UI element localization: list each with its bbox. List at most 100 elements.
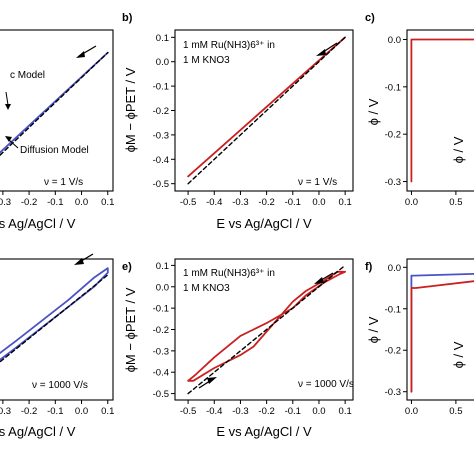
xtick-label-a-0: -0.3 [0,197,11,208]
xtick-label-e-1: -0.4 [206,406,222,417]
series-e-1 [187,264,346,395]
xtick-label-a-1: -0.2 [21,197,37,208]
ytick-label-e-5: -0.4 [153,368,169,379]
annotation-scan-rate-b: ν = 1 V/s [298,177,337,188]
annotation-diffusion-model: Diffusion Model [20,145,89,156]
panel-b-ylabel: ϕM − ϕPET / V [123,67,138,152]
scan-direction-arrowhead-d [74,258,84,265]
panel-letter-e: e) [122,261,132,273]
ytick-label-b-4: -0.3 [153,130,169,141]
xtick-label-e-3: -0.2 [258,406,274,417]
panel-c-secondary-label: ϕ / V [451,136,466,163]
annotation-arrowhead-diffusion [5,136,12,142]
xtick-label-b-3: -0.2 [258,197,274,208]
xtick-label-b-6: 0.1 [339,197,352,208]
ytick-label-c-1: -0.1 [385,82,401,93]
ytick-label-b-3: -0.2 [153,106,169,117]
ytick-label-c-2: -0.2 [385,130,401,141]
panel-f-ylabel: ϕ / V [366,316,381,343]
panel-letter-f: f) [365,261,373,273]
chart-panel-c: 0.0 0.5 0.0 -0.1 -0.2 -0.3 ϕ / V ϕ / V [366,29,474,208]
series-d-1 [0,274,109,363]
series-b-1 [187,36,346,185]
panel-d-frame [0,258,114,401]
xtick-label-d-0: -0.3 [0,406,11,417]
xtick-label-d-2: -0.1 [47,406,63,417]
scan-direction-arrowhead-a [76,51,85,58]
ytick-label-b-6: -0.5 [153,179,169,190]
ytick-label-e-0: 0.1 [156,261,169,272]
xtick-label-f-1: 0.5 [449,406,462,417]
xtick-label-c-1: 0.5 [449,197,462,208]
ytick-label-b-0: 0.1 [156,33,169,44]
annotation-pointer-model [5,91,9,106]
panel-e-xlabel: E vs Ag/AgCl / V [216,424,312,439]
annotation-scan-rate-d: ν = 1000 V/s [32,380,88,391]
annotation-solution-line2: 1 M KNO3 [183,55,230,66]
ytick-label-c-3: -0.3 [385,177,401,188]
xtick-label-d-3: 0.0 [75,406,88,417]
panel-letter-c: c) [365,12,375,24]
series-f-1 [410,280,474,393]
panel-letter-b: b) [122,12,133,24]
ytick-label-b-5: -0.4 [153,155,169,166]
panel-c-ylabel: ϕ / V [366,98,381,125]
xtick-label-b-1: -0.4 [206,197,222,208]
annotation-scan-rate-e: ν = 1000 V/s [298,379,354,390]
xtick-label-e-5: 0.0 [312,406,325,417]
chart-panel-b: -0.5 -0.4 -0.3 -0.2 -0.1 0.0 0.1 0.1 0.0 -0.1 -0.… [123,29,354,231]
chart-panel-f: 0.0 0.5 0.0 -0.1 -0.2 -0.3 ϕ / V ϕ / V [366,258,474,417]
ytick-label-e-1: 0.0 [156,282,169,293]
series-e-0 [187,270,347,382]
annotation-arrowhead-model [5,104,11,110]
scan-direction-arrowhead-b [316,49,326,56]
panel-f-frame [406,258,474,401]
series-a-1 [0,51,109,157]
ytick-label-b-2: -0.1 [153,82,169,93]
scan-direction-arrowhead-e-top [314,277,324,284]
annotation-solution-line2-e: 1 M KNO3 [183,283,230,294]
ytick-label-f-2: -0.2 [385,346,401,357]
panel-c-frame [406,29,474,192]
xtick-label-e-0: -0.5 [180,406,196,417]
series-d-0 [0,267,109,361]
ytick-label-b-1: 0.0 [156,57,169,68]
annotation-scan-rate: ν = 1 V/s [44,177,83,188]
series-f-0 [410,272,474,393]
xtick-label-a-2: -0.1 [47,197,63,208]
panel-a-xlabel: E vs Ag/AgCl / V [0,216,76,231]
xtick-label-b-0: -0.5 [180,197,196,208]
ytick-label-e-3: -0.2 [153,325,169,336]
annotation-solution-line1: 1 mM Ru(NH3)6³⁺ in [183,40,275,51]
xtick-label-f-0: 0.0 [405,406,418,417]
panel-a-frame [0,29,114,192]
chart-panel-e: -0.5 -0.4 -0.3 -0.2 -0.1 0.0 0.1 0.1 0.0 -0.1 -0.… [123,258,354,439]
xtick-label-a-3: 0.0 [75,197,88,208]
ytick-label-c-0: 0.0 [388,35,401,46]
panel-f-secondary-label: ϕ / V [451,341,466,368]
ytick-label-f-1: -0.1 [385,304,401,315]
xtick-label-a-4: 0.1 [101,197,114,208]
ytick-label-e-2: -0.1 [153,304,169,315]
panel-b-xlabel: E vs Ag/AgCl / V [216,216,312,231]
series-b-0 [187,36,347,178]
scan-direction-arrowhead-e-bottom [207,377,217,384]
xtick-label-e-4: -0.1 [285,406,301,417]
annotation-model-label: c Model [10,70,45,81]
ytick-label-e-4: -0.3 [153,346,169,357]
xtick-label-b-4: -0.1 [285,197,301,208]
annotation-solution-line1-e: 1 mM Ru(NH3)6³⁺ in [183,268,275,279]
xtick-label-e-6: 0.1 [339,406,352,417]
chart-panel-d: -0.3 -0.2 -0.1 0.0 0.1 ν = 1000 V/s E vs Ag/… [0,253,114,439]
ytick-label-f-3: -0.3 [385,387,401,398]
xtick-label-d-1: -0.2 [21,406,37,417]
panel-d-xlabel: E vs Ag/AgCl / V [0,424,76,439]
ytick-label-f-0: 0.0 [388,263,401,274]
xtick-label-e-2: -0.3 [232,406,248,417]
ytick-label-e-6: -0.5 [153,389,169,400]
chart-panel-a: -0.3 -0.2 -0.1 0.0 0.1 c Model Diffusion Mod… [0,29,114,231]
xtick-label-c-0: 0.0 [405,197,418,208]
xtick-label-d-4: 0.1 [101,406,114,417]
xtick-label-b-5: 0.0 [312,197,325,208]
